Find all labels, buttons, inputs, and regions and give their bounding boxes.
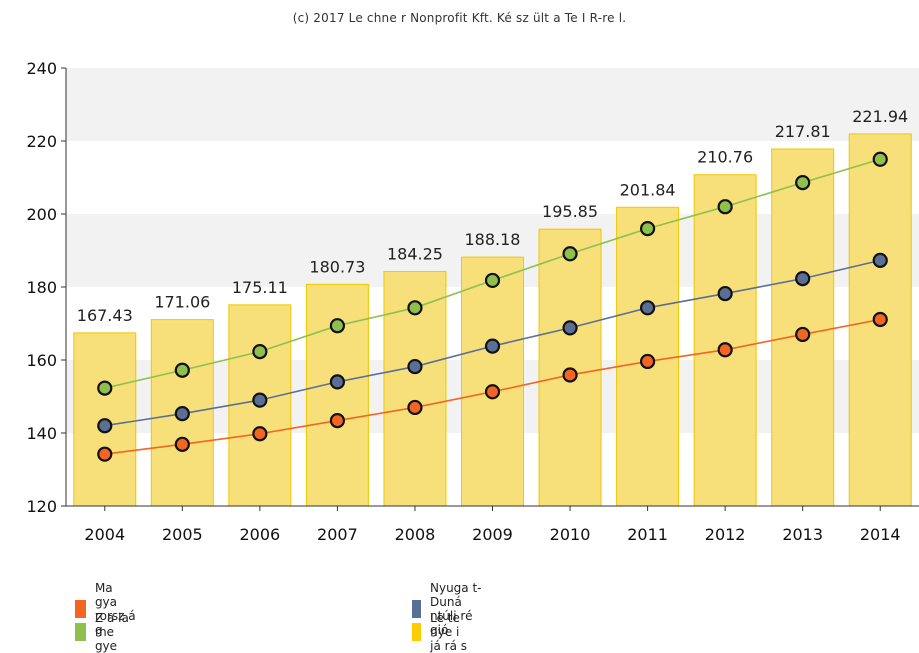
- x-tick-label: 2007: [317, 525, 358, 544]
- x-tick-label: 2013: [782, 525, 823, 544]
- bar-data-label: 217.81: [775, 122, 831, 141]
- y-tick-label: 200: [26, 205, 57, 224]
- y-tick-label: 180: [26, 278, 57, 297]
- point-magyarorszag-2014[interactable]: [872, 311, 888, 328]
- axes: 120 140 160 180 200 220 240 2004 2005 2006 2007 200…: [26, 59, 919, 544]
- legend-item-jaras[interactable]: Le te nye i já rá s: [412, 611, 468, 653]
- x-tick-label: 2006: [240, 525, 281, 544]
- bar-data-label: 221.94: [852, 107, 908, 126]
- point-megye-2011[interactable]: [639, 221, 656, 237]
- legend-label-magyarorszag: Ma gya rorsz á g: [94, 581, 136, 637]
- bar-data-label: 210.76: [697, 148, 753, 167]
- bar-data-label: 188.18: [465, 230, 521, 249]
- bar-2007[interactable]: [305, 283, 369, 507]
- legend-item-regio[interactable]: Nyuga t-Duná ntúli ré gió: [412, 581, 485, 637]
- chart-svg: 167.43 171.06 175.11 180.73 184.25 188.18 195.…: [26, 59, 919, 544]
- point-regio-2014[interactable]: [872, 252, 888, 268]
- bar-data-label: 171.06: [154, 293, 210, 312]
- legend-item-megye[interactable]: Z a la me gye: [75, 611, 131, 653]
- bar-data-label: 201.84: [620, 180, 676, 199]
- x-tick-label: 2008: [395, 525, 436, 544]
- x-tick-label: 2012: [705, 525, 746, 544]
- legend-item-magyarorszag[interactable]: Ma gya rorsz á g: [75, 581, 138, 637]
- point-regio-2007[interactable]: [329, 374, 346, 390]
- point-magyarorszag-2009[interactable]: [484, 384, 501, 400]
- bar-series-jaras: [73, 133, 912, 507]
- bar-data-label: 184.25: [387, 244, 443, 263]
- point-magyarorszag-2010[interactable]: [562, 367, 578, 383]
- grid-band: [66, 68, 919, 141]
- point-megye-2012[interactable]: [717, 199, 733, 215]
- point-regio-2010[interactable]: [562, 320, 578, 336]
- bar-data-label: 167.43: [77, 306, 133, 325]
- point-regio-2004[interactable]: [97, 418, 113, 434]
- point-regio-2009[interactable]: [484, 338, 501, 354]
- point-regio-2011[interactable]: [639, 300, 656, 316]
- x-tick-label: 2011: [627, 525, 668, 544]
- y-tick-label: 120: [26, 497, 57, 516]
- copyright-text: (c) 2017 Le chne r Nonprofit Kft. Ké sz …: [292, 11, 627, 25]
- point-megye-2007[interactable]: [329, 318, 346, 334]
- point-megye-2004[interactable]: [97, 380, 113, 396]
- x-tick-label: 2004: [84, 525, 125, 544]
- legend-swatch-megye: [75, 623, 86, 641]
- bar-data-label: 195.85: [542, 202, 598, 221]
- point-regio-2013[interactable]: [795, 271, 811, 287]
- y-tick-label: 160: [26, 351, 57, 370]
- point-regio-2008[interactable]: [407, 358, 423, 375]
- x-tick-label: 2005: [162, 525, 203, 544]
- x-tick-label: 2014: [860, 525, 901, 544]
- legend-swatch-regio: [412, 600, 421, 618]
- bar-2009[interactable]: [461, 256, 524, 507]
- legend-label-regio: Nyuga t-Duná ntúli ré gió: [430, 581, 482, 637]
- point-regio-2005[interactable]: [174, 406, 190, 422]
- y-tick-label: 240: [26, 59, 57, 78]
- legend-swatch-magyarorszag: [75, 600, 86, 618]
- bar-data-labels: 167.43 171.06 175.11 180.73 184.25 188.18 195.…: [77, 107, 908, 325]
- point-megye-2005[interactable]: [174, 362, 190, 378]
- point-megye-2006[interactable]: [252, 344, 268, 360]
- legend-label-jaras: Le te nye i já rá s: [430, 611, 468, 653]
- point-magyarorszag-2012[interactable]: [717, 342, 733, 358]
- y-tick-label: 220: [26, 132, 57, 151]
- point-megye-2009[interactable]: [484, 272, 501, 289]
- point-magyarorszag-2011[interactable]: [639, 353, 656, 370]
- point-magyarorszag-2008[interactable]: [407, 399, 423, 416]
- line-series-group: [97, 151, 888, 462]
- point-magyarorszag-2004[interactable]: [97, 446, 113, 462]
- legend-label-megye: Z a la me gye: [94, 611, 129, 653]
- legend-swatch-jaras: [412, 623, 422, 641]
- bar-data-label: 175.11: [232, 278, 288, 297]
- x-tick-label: 2009: [472, 525, 513, 544]
- point-megye-2008[interactable]: [407, 300, 423, 316]
- point-regio-2006[interactable]: [252, 392, 268, 408]
- point-megye-2013[interactable]: [795, 175, 811, 191]
- point-magyarorszag-2005[interactable]: [174, 436, 190, 452]
- point-regio-2012[interactable]: [717, 285, 733, 302]
- y-tick-label: 140: [26, 424, 57, 443]
- x-tick-label: 2010: [550, 525, 591, 544]
- point-megye-2010[interactable]: [562, 246, 578, 262]
- bar-data-label: 180.73: [309, 257, 365, 276]
- point-magyarorszag-2006[interactable]: [252, 426, 268, 442]
- bar-2012[interactable]: [693, 174, 757, 507]
- point-magyarorszag-2013[interactable]: [795, 326, 811, 343]
- point-megye-2014[interactable]: [872, 151, 888, 167]
- point-magyarorszag-2007[interactable]: [329, 412, 346, 429]
